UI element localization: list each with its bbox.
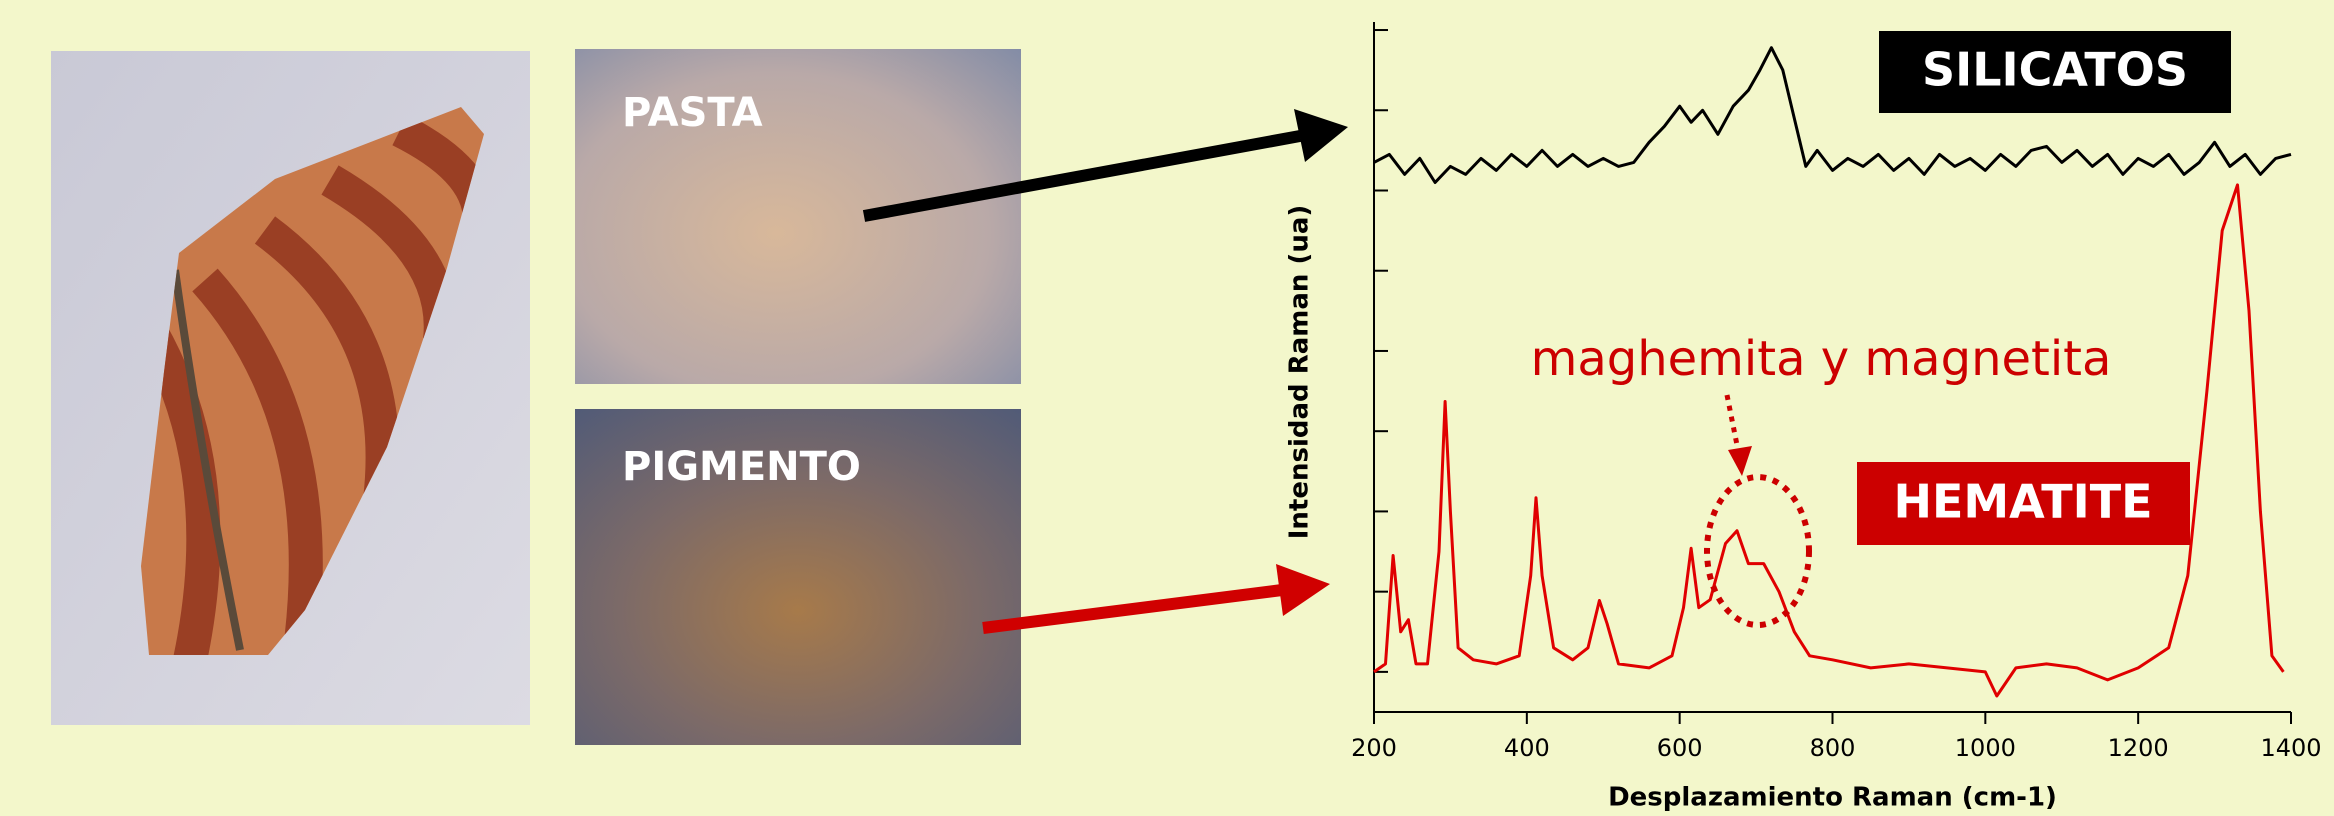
silicatos-label: SILICATOS xyxy=(1922,43,2188,97)
annotation: maghemita y magnetita xyxy=(1531,331,2112,387)
annotation-arrow xyxy=(1727,395,1739,455)
pigment-label: PIGMENTO xyxy=(622,444,861,490)
x-tick-label: 800 xyxy=(1810,734,1856,762)
pasta-label: PASTA xyxy=(622,90,763,136)
series-line xyxy=(1374,185,2283,696)
x-tick-label: 1400 xyxy=(2260,734,2321,762)
x-tick-label: 1200 xyxy=(2108,734,2169,762)
x-tick-label: 1000 xyxy=(1955,734,2016,762)
x-tick-label: 200 xyxy=(1351,734,1397,762)
figure: PASTA PIGMENTO 200 400 600 800 1000 1200 1400 D… xyxy=(0,0,2334,816)
x-axis-label: Desplazamiento Raman (cm-1) xyxy=(1608,783,2057,813)
hematite-label: HEMATITE xyxy=(1893,475,2152,529)
annotation-arrowhead xyxy=(1728,446,1752,476)
x-tick-label: 600 xyxy=(1657,734,1703,762)
page: PASTA PIGMENTO 200 400 600 800 1000 1200 1400 D… xyxy=(0,0,2334,816)
x-tick-label: 400 xyxy=(1504,734,1550,762)
arrow-pigment xyxy=(983,564,1330,628)
y-axis-label: Intensidad Raman (ua) xyxy=(1285,205,1315,540)
chart: 200 400 600 800 1000 1200 1400 Desplazamiento R… xyxy=(1285,22,2322,813)
